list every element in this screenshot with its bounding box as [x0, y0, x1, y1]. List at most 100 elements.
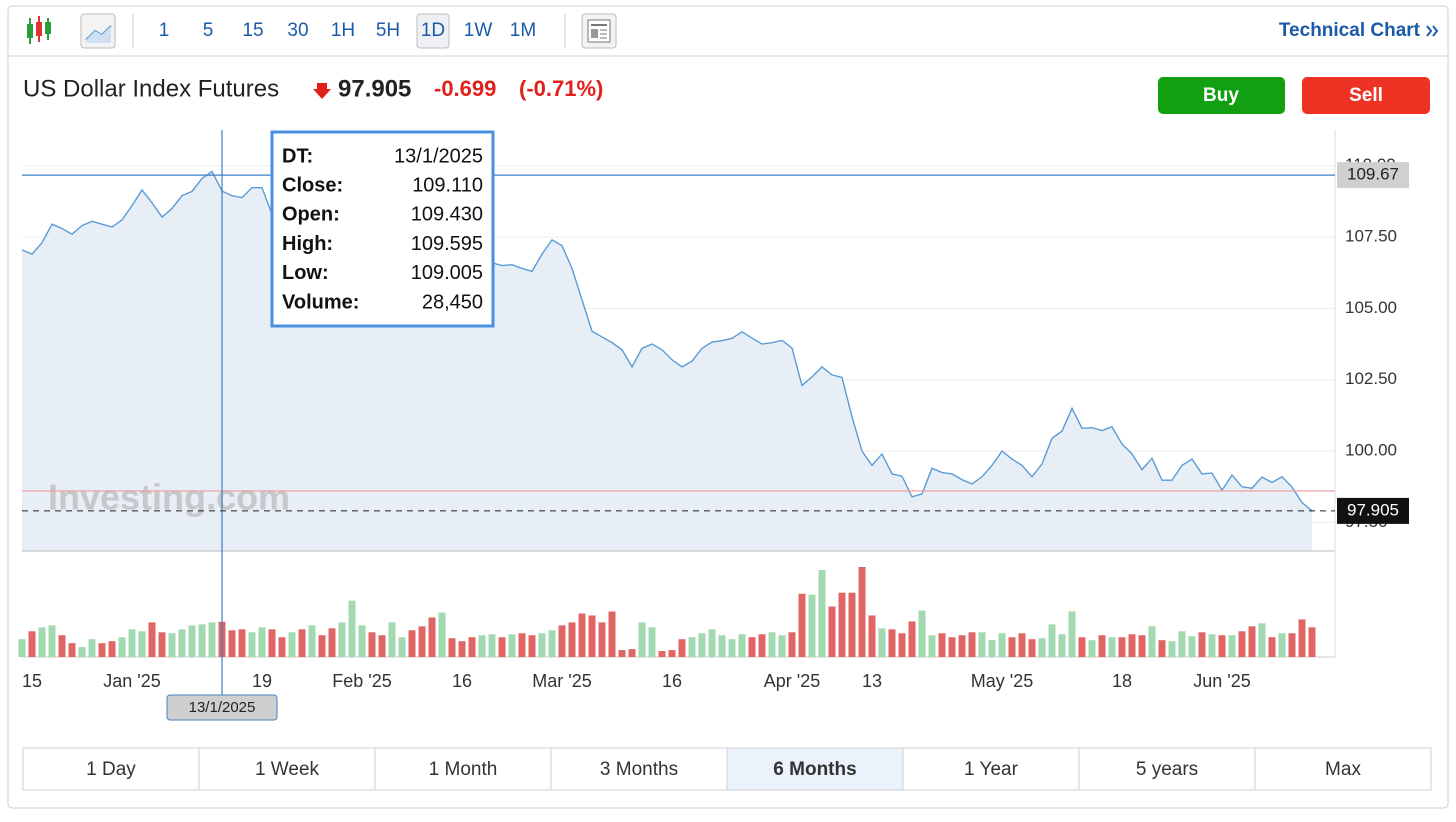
volume-bar: [508, 634, 516, 657]
volume-bar: [1048, 624, 1056, 657]
volume-bar: [358, 625, 366, 657]
interval-button[interactable]: 1M: [510, 20, 536, 41]
volume-bar: [118, 637, 126, 657]
interval-button[interactable]: 1W: [464, 20, 493, 41]
range-button-label[interactable]: 5 years: [1136, 759, 1198, 780]
volume-bar: [858, 567, 866, 657]
volume-bar: [638, 622, 646, 657]
volume-bar: [1088, 640, 1096, 657]
volume-bar: [288, 632, 296, 657]
range-button-label[interactable]: 1 Day: [86, 759, 136, 780]
volume-bar: [988, 640, 996, 657]
tooltip-value: 28,450: [422, 291, 483, 313]
volume-bar: [1128, 634, 1136, 657]
volume-bar: [298, 629, 306, 657]
interval-button[interactable]: 1D: [421, 20, 445, 41]
range-button[interactable]: [550, 747, 728, 791]
volume-bar: [928, 635, 936, 657]
range-button[interactable]: [726, 747, 904, 791]
sell-button[interactable]: [1302, 77, 1430, 114]
tooltip-value: 109.595: [411, 233, 483, 255]
volume-bar: [248, 632, 256, 657]
volume-bar: [128, 629, 136, 657]
x-tick-label: Jan '25: [103, 671, 160, 691]
volume-bar: [148, 622, 156, 657]
volume-bar: [328, 628, 336, 657]
tooltip-label: DT:: [282, 145, 313, 167]
tooltip-box: [270, 130, 495, 328]
range-button[interactable]: [1254, 747, 1432, 791]
volume-bar: [1208, 634, 1216, 657]
volume-bar: [718, 635, 726, 657]
interval-button[interactable]: 30: [287, 20, 308, 41]
volume-bar: [768, 632, 776, 657]
technical-chart-link[interactable]: Technical Chart: [1279, 20, 1421, 41]
crosshair-label-bg: [1337, 162, 1409, 189]
range-button[interactable]: [1078, 747, 1256, 791]
volume-bar: [1238, 631, 1246, 657]
y-tick-label: 107.50: [1345, 227, 1397, 246]
range-button-label[interactable]: Max: [1325, 759, 1361, 780]
volume-bar: [1018, 633, 1026, 657]
news-icon[interactable]: [581, 13, 617, 49]
volume-bar: [1118, 637, 1126, 657]
tooltip-label: Volume:: [282, 291, 359, 313]
tooltip-value: 109.430: [411, 204, 483, 226]
volume-bar: [238, 629, 246, 657]
interval-button[interactable]: 5: [203, 20, 214, 41]
volume-bar: [448, 638, 456, 657]
x-tick-label: Jun '25: [1193, 671, 1250, 691]
range-button-label[interactable]: 1 Month: [429, 759, 498, 780]
volume-bar: [488, 634, 496, 657]
volume-bar: [898, 633, 906, 657]
volume-bar: [708, 629, 716, 657]
volume-bar: [588, 615, 596, 657]
range-button[interactable]: [374, 747, 552, 791]
interval-button[interactable]: 15: [242, 20, 263, 41]
volume-bar: [828, 606, 836, 657]
volume-bar: [838, 592, 846, 657]
range-button[interactable]: [902, 747, 1080, 791]
down-arrow: [313, 83, 331, 99]
x-tick-label: Mar '25: [532, 671, 591, 691]
volume-bar: [518, 633, 526, 657]
interval-button[interactable]: 1H: [331, 20, 355, 41]
volume-bar: [1218, 635, 1226, 657]
volume-bar: [948, 637, 956, 657]
volume-bar: [628, 649, 636, 657]
x-tick-label: 13: [862, 671, 882, 691]
range-button[interactable]: [22, 747, 200, 791]
interval-selected-bg: [416, 13, 450, 49]
volume-bar: [308, 625, 316, 657]
range-button-label[interactable]: 1 Year: [964, 759, 1019, 780]
volume-bar: [438, 612, 446, 657]
volume-bar: [58, 635, 66, 657]
volume-bar: [138, 631, 146, 657]
range-button[interactable]: [198, 747, 376, 791]
range-button-label[interactable]: 6 Months: [773, 759, 856, 780]
x-tick-label: Apr '25: [764, 671, 820, 691]
candle-icon[interactable]: [27, 16, 51, 44]
volume-bar: [1068, 611, 1076, 657]
range-button-label[interactable]: 3 Months: [600, 759, 678, 780]
interval-button[interactable]: 5H: [376, 20, 400, 41]
volume-bar: [658, 651, 666, 657]
volume-bar: [418, 626, 426, 657]
volume-bar: [528, 635, 536, 657]
buy-label[interactable]: Buy: [1203, 85, 1239, 106]
range-button-label[interactable]: 1 Week: [255, 759, 320, 780]
volume-bar: [818, 569, 826, 657]
line-icon[interactable]: [80, 13, 116, 49]
volume-bar: [48, 625, 56, 657]
tooltip-label: Low:: [282, 262, 329, 284]
sell-label[interactable]: Sell: [1349, 85, 1383, 106]
volume-bar: [368, 632, 376, 657]
volume-bar: [568, 622, 576, 657]
x-tick-label: 18: [1112, 671, 1132, 691]
chevron-icon: [1426, 25, 1439, 37]
volume-bar: [388, 622, 396, 657]
interval-button[interactable]: 1: [159, 20, 170, 41]
crosshair-date-bg: [166, 694, 278, 721]
x-tick-label: 16: [452, 671, 472, 691]
buy-button[interactable]: [1158, 77, 1285, 114]
